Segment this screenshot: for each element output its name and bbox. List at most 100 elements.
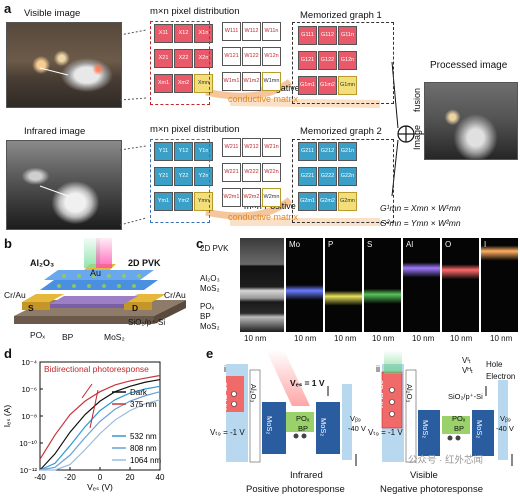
- e-pvk-left: 2D PVK: [219, 382, 228, 411]
- e-minus40-right: -40 V: [496, 424, 514, 433]
- e-mos2-left-1: MoS₂: [265, 416, 274, 435]
- w1-weight-cell: W11n: [262, 22, 281, 41]
- c-scale-bar-label: 10 nm: [244, 334, 267, 343]
- y-tick-label: 10⁻⁶: [22, 385, 37, 394]
- y-pixel-cell: Ym2: [174, 192, 193, 211]
- element-map-label: P: [328, 240, 334, 249]
- g1-graph-cell: G11n: [338, 26, 357, 45]
- e-sub-ii: ii: [376, 364, 380, 374]
- g2-graph-cell: G22n: [338, 167, 357, 186]
- equation-1: G¹mn = Xmn × W¹mn: [380, 203, 461, 213]
- x-tick-label: -40: [34, 473, 46, 482]
- w2-weight-cell: W21n: [262, 138, 281, 157]
- element-map-al: Al: [403, 238, 440, 332]
- w1-weight-cell: W122: [242, 47, 261, 66]
- y-pixel-cell: Y22: [174, 167, 193, 186]
- x-tick-label: 0: [98, 473, 103, 482]
- b-cr-au-right: Cr/Au: [164, 290, 186, 300]
- element-map-label: Mo: [289, 240, 301, 249]
- legend-label: Dark: [130, 388, 148, 397]
- c-scale-bar-label: 10 nm: [372, 334, 395, 343]
- e-vtg-right: Vₜ₉ = -1 V: [368, 428, 403, 437]
- b-bp-label: BP: [62, 332, 74, 342]
- y-pixel-cell: Y12: [174, 142, 193, 161]
- b-pvk-label: 2D PVK: [128, 258, 161, 268]
- pixel-distribution-title-2: m×n pixel distribution: [150, 124, 240, 135]
- series-line-0: [39, 378, 161, 471]
- y-tick-label: 10⁻¹⁰: [19, 439, 37, 448]
- element-map-p: P: [325, 238, 362, 332]
- w1-weight-cell: W1m1: [222, 72, 241, 91]
- element-map-label: S: [367, 240, 373, 249]
- c-layer-label: POₓ: [200, 302, 215, 311]
- graph-2-box: [292, 139, 394, 223]
- x-pixel-cell: X12: [174, 24, 193, 43]
- e-sio2: SiO₂/p⁺-Si: [448, 392, 483, 401]
- g1-graph-cell: G112: [318, 26, 337, 45]
- g2-graph-cell: G221: [298, 167, 317, 186]
- element-map-label: Al: [406, 240, 414, 249]
- x-pixel-cell: X1n: [194, 24, 213, 43]
- series-line-3: [39, 391, 161, 471]
- c-scale-bar-label: 10 nm: [412, 334, 435, 343]
- g1-graph-cell: G121: [298, 51, 317, 70]
- x-pixel-cell: X2n: [194, 49, 213, 68]
- tem-image: [240, 238, 284, 332]
- c-scale-bar-label: 10 nm: [490, 334, 513, 343]
- c-scale-bar-label: 10 nm: [294, 334, 317, 343]
- g2-graph-cell: G211: [298, 142, 317, 161]
- e-sub-i: i: [224, 364, 226, 374]
- e-bp-left: BP: [298, 424, 309, 433]
- series-line-2: [39, 385, 161, 471]
- w2-weight-cell: W2mn: [262, 188, 281, 207]
- e-positive: Positive photoresponse: [246, 484, 345, 495]
- visible-image-label: Visible image: [24, 8, 81, 19]
- c-layer-label: 2D PVK: [200, 244, 229, 253]
- element-map-mo: Mo: [286, 238, 323, 332]
- e-vbg-left: Vᵦ₉: [350, 414, 361, 423]
- y-pixel-cell: Y2n: [194, 167, 213, 186]
- e-visible: Visible: [410, 470, 438, 481]
- e-vds: Vₑₛ = 1 V: [290, 378, 325, 388]
- c-layer-label: Al₂O₃: [200, 274, 220, 283]
- arrow-up: [81, 383, 93, 399]
- x-pixel-cell: X11: [154, 24, 173, 43]
- g1-graph-cell: G1m2: [318, 76, 337, 95]
- x-grid-box: [150, 21, 210, 105]
- w2-weight-cell: W211: [222, 138, 241, 157]
- b-drain-label: D: [132, 303, 139, 313]
- legend-label: 375 nm: [130, 400, 157, 409]
- w2-weight-cell: W221: [222, 163, 241, 182]
- x-pixel-cell: X22: [174, 49, 193, 68]
- e-mos2-right-1: MoS₂: [421, 420, 430, 439]
- e-vh: Vᴴₜ: [462, 366, 474, 375]
- band-diagrams: [226, 350, 513, 466]
- e-pvk-right: 2D PVK: [375, 380, 384, 409]
- memorized-graph-2-title: Memorized graph 2: [300, 126, 382, 137]
- c-layer-label: BP: [200, 312, 211, 321]
- w2-weight-cell: W212: [242, 138, 261, 157]
- e-vtg-left: Vₜ₉ = -1 V: [210, 428, 245, 437]
- e-hole: Hole: [486, 360, 503, 369]
- negative-matrix-label-2: conductive matrix: [228, 94, 299, 104]
- x-tick-label: 40: [156, 473, 165, 482]
- e-al2o3-left: Al₂O₃: [249, 384, 258, 403]
- g2-graph-cell: G2m1: [298, 192, 317, 211]
- w1-weight-cell: W1mn: [262, 72, 281, 91]
- g2-graph-cell: G21n: [338, 142, 357, 161]
- b-substrate-label: SiO₂/p⁺-Si: [128, 318, 166, 327]
- element-map-label: O: [445, 240, 452, 249]
- e-mos2-right-2: MoS₂: [475, 420, 484, 439]
- g1-graph-cell: G1mn: [338, 76, 357, 95]
- iv-chart: -40 -20 0 20 40 10⁻⁴ 10⁻⁶ 10⁻⁸ 10⁻¹⁰ 10⁻¹² Vₑₛ (V)…: [2, 358, 165, 492]
- fusion-label: fusion: [412, 87, 422, 112]
- equation-2: G²mn = Ymn × W²mn: [380, 218, 461, 228]
- g1-graph-cell: G122: [318, 51, 337, 70]
- w1-weight-cell: W12n: [262, 47, 281, 66]
- y-axis-label: Iₑₛ (A): [2, 405, 12, 428]
- legend-label: 808 nm: [130, 444, 157, 453]
- b-au-label: Au: [90, 268, 102, 278]
- c-scale-bar-label: 10 nm: [450, 334, 473, 343]
- image-label: Image: [412, 124, 422, 150]
